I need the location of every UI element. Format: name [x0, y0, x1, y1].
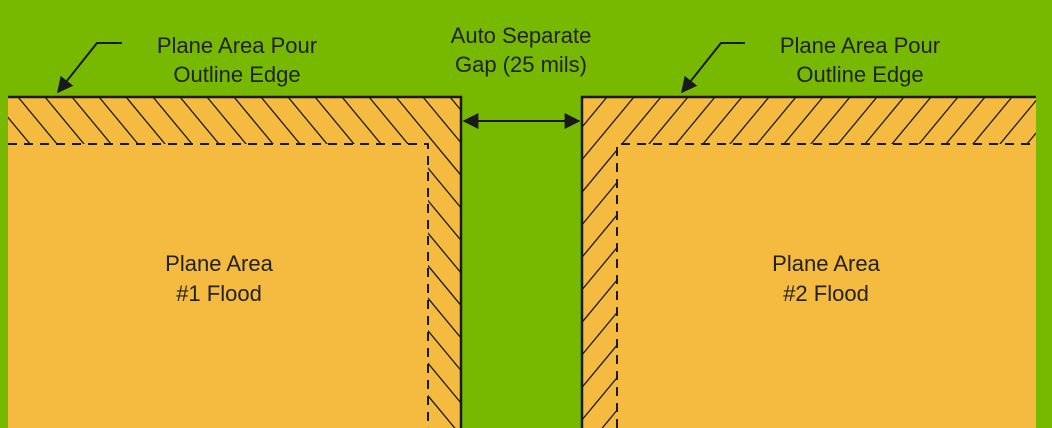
hatch-line: [582, 97, 635, 428]
plane-area-1-inner-dashed-line: [8, 143, 429, 428]
plane-1-label-line-1: Plane Area: [165, 251, 273, 276]
plane-area-1-outline-edge: [8, 95, 463, 428]
left-edge-leader-arrow: [57, 42, 122, 94]
hatch-line: [395, 97, 461, 428]
plane-area-2: [580, 95, 1036, 428]
hatch-line: [582, 97, 662, 428]
plane-1-label-line-2: #1 Flood: [176, 281, 262, 306]
left-edge-label-line-1: Plane Area Pour: [157, 33, 317, 58]
right-edge-leader-arrow: [681, 42, 745, 94]
right-edge-label-line-1: Plane Area Pour: [780, 33, 940, 58]
plane-area-2-inner-dashed-line: [616, 143, 1036, 428]
right-edge-label-line-2: Outline Edge: [796, 62, 923, 87]
plane-2-label-line-1: Plane Area: [772, 251, 880, 276]
plane-area-2-outline-edge: [580, 95, 1036, 428]
gap-label-line-2: Gap (25 mils): [455, 52, 587, 77]
plane-area-2-flood: [582, 97, 1036, 428]
plane-area-1-flood: [8, 97, 461, 428]
plane-area-1: [8, 95, 463, 428]
left-edge-label-line-2: Outline Edge: [173, 62, 300, 87]
plane-2-label-line-2: #2 Flood: [783, 281, 869, 306]
gap-label-line-1: Auto Separate: [451, 23, 592, 48]
